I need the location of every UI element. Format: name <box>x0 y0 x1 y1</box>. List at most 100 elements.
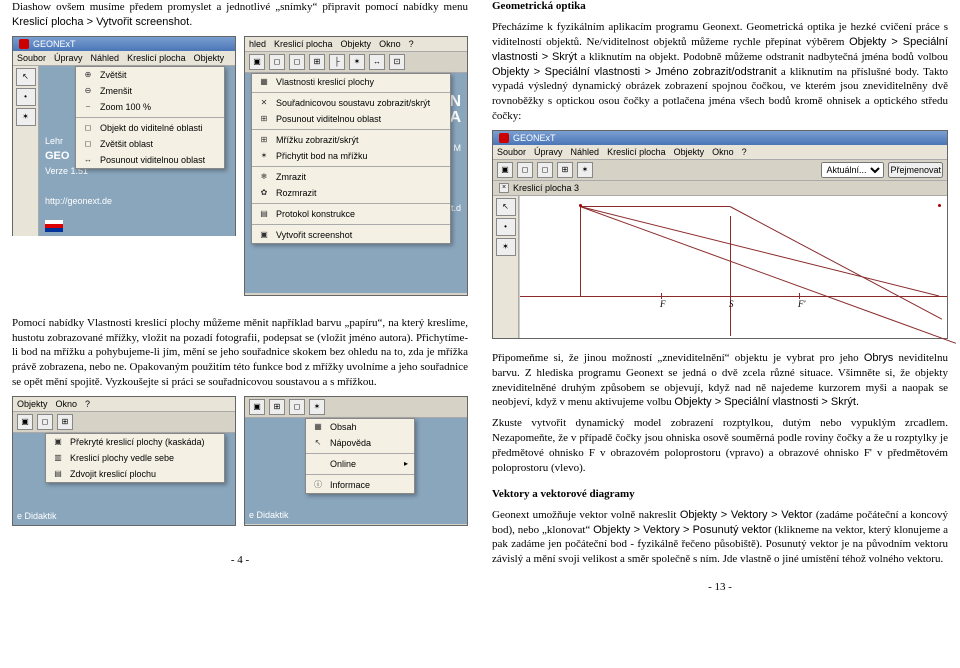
menu-item[interactable]: ▦Vlastnosti kreslicí plochy <box>252 74 450 90</box>
help-menu-dropdown[interactable]: ▦Obsah↖Nápověda Online▸ ⓘInformace <box>305 418 415 494</box>
menubar[interactable]: hled Kreslicí plocha Objekty Okno? <box>245 37 467 52</box>
menu-objekty[interactable]: Objekty <box>17 399 48 409</box>
menu-objekty[interactable]: Objekty <box>194 53 225 63</box>
menu-item[interactable]: ↔ Posunout viditelnou oblast <box>76 152 224 168</box>
menu-item[interactable]: ✿Rozmrazit <box>252 185 450 201</box>
menu-úpravy[interactable]: Úpravy <box>54 53 83 63</box>
menu-okno[interactable]: Okno <box>379 39 401 49</box>
menu-item-icon: ▦ <box>258 76 270 88</box>
menu-soubor[interactable]: Soubor <box>17 53 46 63</box>
star-tool-icon[interactable]: ✶ <box>496 238 516 256</box>
toolbar[interactable]: ▣◻◻⊞├✶↔⊡ <box>245 52 467 73</box>
tool-icon[interactable]: ▣ <box>249 399 265 415</box>
menu-item[interactable]: ⓘInformace <box>306 477 414 493</box>
tool-icon[interactable]: ◻ <box>37 414 53 430</box>
menu-item[interactable]: ▤Zdvojit kreslicí plochu <box>46 466 224 482</box>
menu-item[interactable]: Online▸ <box>306 456 414 472</box>
menu-hled[interactable]: hled <box>249 39 266 49</box>
page-number: - 13 - <box>492 581 948 593</box>
menu-kreslicí plocha[interactable]: Kreslicí plocha <box>127 53 186 63</box>
close-tab-icon[interactable]: × <box>499 183 509 193</box>
menu-item[interactable]: ✶Přichytit bod na mřížku <box>252 148 450 164</box>
menu-item-icon: ↔ <box>82 154 94 166</box>
menu-item[interactable]: ⊞Posunout viditelnou oblast <box>252 111 450 127</box>
tool-icon[interactable]: ⊞ <box>557 162 573 178</box>
tool-icon[interactable]: ⊞ <box>309 54 325 70</box>
menu-kreslicí plocha[interactable]: Kreslicí plocha <box>607 147 666 157</box>
right-para-1: Přecházíme k fyzikálním aplikacím progra… <box>492 20 948 124</box>
arrow-tool-icon[interactable]: ↖ <box>496 198 516 216</box>
tool-icon[interactable]: ◻ <box>289 399 305 415</box>
menu-item[interactable]: ◻Objekt do viditelné oblasti <box>76 120 224 136</box>
left-column: Diashow ovšem musíme předem promyslet a … <box>12 0 468 593</box>
nahled-menu-dropdown[interactable]: ⊕Zvětšit⊖Zmenšit⎯Zoom 100 % ◻Objekt do vi… <box>75 66 225 169</box>
tool-strip[interactable]: ↖ • ✶ <box>493 196 519 338</box>
tool-icon[interactable]: ◻ <box>517 162 533 178</box>
menu-item[interactable]: ⊕Zvětšit <box>76 67 224 83</box>
toolbar[interactable]: ▣ ⊞ ◻ ✶ <box>245 397 467 418</box>
plocha-menu-dropdown[interactable]: ▦Vlastnosti kreslicí plochy ✕Souřadnicovo… <box>251 73 451 244</box>
menu-item[interactable]: ❄Zmrazit <box>252 169 450 185</box>
menu-úpravy[interactable]: Úpravy <box>534 147 563 157</box>
tool-icon[interactable]: ◻ <box>289 54 305 70</box>
menu-?[interactable]: ? <box>742 147 747 157</box>
object-top-point <box>579 204 582 207</box>
menu-item-label: Zvětšit oblast <box>100 139 153 149</box>
menu-item[interactable]: ▣Vytvořit screenshot <box>252 227 450 243</box>
dropdown-aktualni[interactable]: Aktuální... <box>821 162 884 178</box>
tool-icon[interactable]: ⊡ <box>389 54 405 70</box>
menu-item[interactable]: ⊖Zmenšit <box>76 83 224 99</box>
toolbar[interactable]: ▣ ◻ ◻ ⊞ ✶ Aktuální... Přejmenovat <box>493 160 947 181</box>
menu-náhled[interactable]: Náhled <box>571 147 600 157</box>
tool-icon[interactable]: ▣ <box>497 162 513 178</box>
menu-okno[interactable]: Okno <box>56 399 78 409</box>
tool-icon[interactable]: ◻ <box>537 162 553 178</box>
tool-icon[interactable]: ✶ <box>577 162 593 178</box>
arrow-tool-icon[interactable]: ↖ <box>16 68 36 86</box>
menu-item[interactable]: ⊞Mřížku zobrazit/skrýt <box>252 132 450 148</box>
okno-menu-dropdown[interactable]: ▣Překryté kreslicí plochy (kaskáda)▥Kres… <box>45 433 225 483</box>
menu-item[interactable]: ◻Zvětšit oblast <box>76 136 224 152</box>
tool-icon[interactable]: ▣ <box>17 414 33 430</box>
menu-item[interactable]: ▤Protokol konstrukce <box>252 206 450 222</box>
toolbar[interactable]: ▣ ◻ ⊞ <box>13 412 235 433</box>
menu-item[interactable]: ⎯Zoom 100 % <box>76 99 224 115</box>
menu-?[interactable]: ? <box>409 39 414 49</box>
menubar[interactable]: Objekty Okno? <box>13 397 235 412</box>
menubar[interactable]: Soubor Úpravy Náhled Kreslicí plocha Objekty… <box>493 145 947 160</box>
tool-icon[interactable]: ✶ <box>309 399 325 415</box>
menu-náhled[interactable]: Náhled <box>91 53 120 63</box>
menubar[interactable]: Soubor Úpravy Náhled Kreslicí plocha Objekty <box>13 51 235 66</box>
tool-icon[interactable]: ⊞ <box>269 399 285 415</box>
tool-strip[interactable]: ↖ • ✶ <box>13 66 39 236</box>
tool-icon[interactable]: ◻ <box>269 54 285 70</box>
menu-okno[interactable]: Okno <box>712 147 734 157</box>
menu-item[interactable]: ▦Obsah <box>306 419 414 435</box>
menu-?[interactable]: ? <box>85 399 90 409</box>
tool-icon[interactable]: ▣ <box>249 54 265 70</box>
menu-item-label: Obsah <box>330 422 357 432</box>
tab-label[interactable]: Kreslicí plocha 3 <box>513 183 579 193</box>
menu-soubor[interactable]: Soubor <box>497 147 526 157</box>
window-title: GEONExT <box>13 37 235 51</box>
tool-icon[interactable]: ⊞ <box>57 414 73 430</box>
menu-item[interactable]: ▣Překryté kreslicí plochy (kaskáda) <box>46 434 224 450</box>
point-tool-icon[interactable]: • <box>16 88 36 106</box>
geonext-window-nahled: GEONExT Soubor Úpravy Náhled Kreslicí ploch… <box>12 36 236 236</box>
rename-button[interactable]: Přejmenovat <box>888 162 943 178</box>
tool-icon[interactable]: ✶ <box>349 54 365 70</box>
menu-objekty[interactable]: Objekty <box>341 39 372 49</box>
menu-item-label: Zmenšit <box>100 86 132 96</box>
menu-kreslicí plocha[interactable]: Kreslicí plocha <box>274 39 333 49</box>
menu-item[interactable]: ▥Kreslicí plochy vedle sebe <box>46 450 224 466</box>
tool-icon[interactable]: ↔ <box>369 54 385 70</box>
menu-item-label: Posunout viditelnou oblast <box>100 155 205 165</box>
point-tool-icon[interactable]: • <box>496 218 516 236</box>
menu-item[interactable]: ✕Souřadnicovou soustavu zobrazit/skrýt <box>252 95 450 111</box>
menu-item-label: Zdvojit kreslicí plochu <box>70 469 156 479</box>
menu-objekty[interactable]: Objekty <box>674 147 705 157</box>
star-tool-icon[interactable]: ✶ <box>16 108 36 126</box>
menu-item-icon: ↖ <box>312 437 324 449</box>
tool-icon[interactable]: ├ <box>329 54 345 70</box>
menu-item[interactable]: ↖Nápověda <box>306 435 414 451</box>
